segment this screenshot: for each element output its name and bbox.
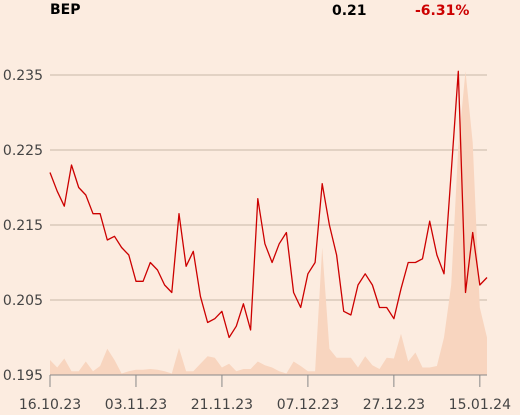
y-tick-label: 0.235 — [3, 68, 43, 84]
y-tick-label: 0.205 — [3, 293, 43, 309]
x-tick-label: 16.10.23 — [19, 397, 81, 413]
x-tick-label: 03.11.23 — [105, 397, 167, 413]
volume-area — [50, 71, 487, 376]
price-line — [49, 70, 488, 339]
y-axis: 0.195 0.205 0.215 0.225 0.235 — [3, 68, 43, 384]
grid-lines — [50, 74, 487, 376]
price-change: -6.31% — [415, 3, 470, 19]
y-tick-label: 0.195 — [3, 368, 43, 384]
last-price: 0.21 — [332, 3, 367, 19]
ticker-symbol: BEP — [50, 2, 81, 18]
price-series-line — [49, 70, 488, 339]
x-axis: 16.10.23 03.11.23 21.11.23 07.12.23 27.12.23… — [19, 374, 511, 413]
y-tick-label: 0.215 — [3, 218, 43, 234]
x-tick-label: 15.01.24 — [449, 397, 511, 413]
x-tick-label: 27.12.23 — [363, 397, 425, 413]
x-tick-label: 21.11.23 — [191, 397, 253, 413]
x-tick-label: 07.12.23 — [277, 397, 339, 413]
y-tick-label: 0.225 — [3, 143, 43, 159]
volume-area-shape — [50, 71, 487, 376]
